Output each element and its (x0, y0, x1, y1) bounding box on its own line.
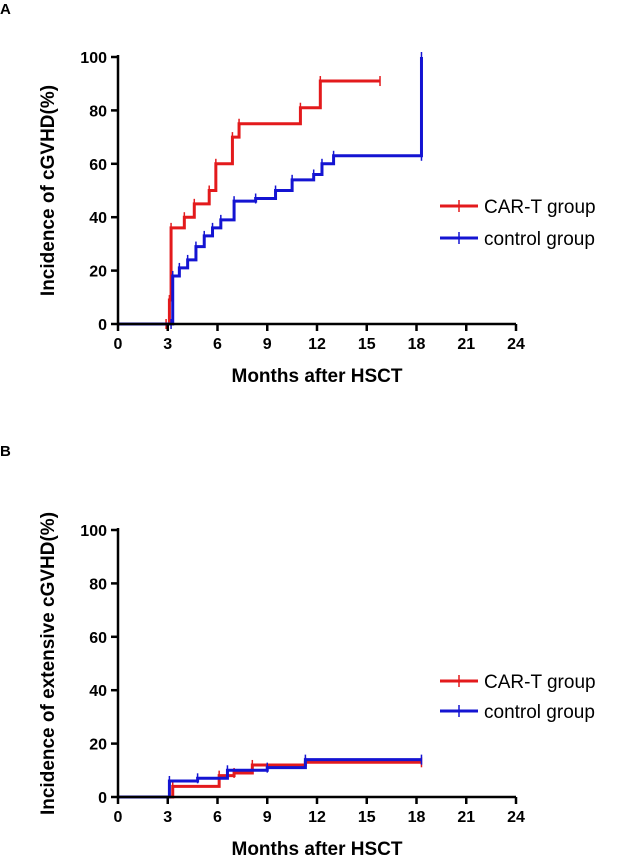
panel-letter: A (0, 1, 11, 18)
x-tick-label: 15 (358, 336, 376, 353)
y-axis-title: Incidence of cGVHD(%) (38, 85, 59, 296)
x-tick-label: 9 (263, 809, 272, 826)
legend-label: control group (484, 229, 595, 250)
panel-b: B 0 20 40 60 80 100 0 3 6 9 12 15 18 21 24 Incidence o… (0, 443, 596, 860)
x-tick-label: 3 (163, 809, 172, 826)
x-tick-label: 18 (408, 809, 426, 826)
legend: CAR-T group control group (440, 197, 596, 250)
x-tick-label: 0 (114, 336, 123, 353)
x-tick-label: 0 (114, 809, 123, 826)
y-tick-label: 0 (98, 317, 107, 334)
x-tick-label: 9 (263, 336, 272, 353)
x-tick-label: 6 (213, 336, 222, 353)
y-tick-label: 20 (89, 264, 107, 281)
y-axis-title: Incidence of extensive cGVHD(%) (38, 512, 59, 815)
y-tick-label: 20 (89, 737, 107, 754)
y-tick-label: 40 (89, 210, 107, 227)
y-tick-label: 80 (89, 103, 107, 120)
panel-a: A 0 20 40 60 80 100 0 3 6 9 12 15 18 21 24 Incidence o… (0, 1, 596, 387)
x-axis-title: Months after HSCT (232, 366, 403, 387)
legend-label: CAR-T group (484, 672, 596, 693)
y-tick-label: 40 (89, 683, 107, 700)
y-tick-label: 0 (98, 790, 107, 807)
legend: CAR-T group control group (440, 672, 596, 723)
x-tick-label: 12 (308, 809, 326, 826)
x-tick-label: 24 (507, 336, 525, 353)
x-tick-label: 12 (308, 336, 326, 353)
x-tick-label: 21 (457, 809, 475, 826)
series-line-control (118, 57, 423, 326)
legend-label: CAR-T group (484, 197, 596, 218)
panel-letter: B (0, 443, 11, 460)
axes: 0 20 40 60 80 100 0 3 6 9 12 15 18 21 24 (80, 50, 525, 353)
x-tick-label: 18 (408, 336, 426, 353)
axes: 0 20 40 60 80 100 0 3 6 9 12 15 18 21 24 (80, 523, 525, 826)
x-tick-label: 24 (507, 809, 525, 826)
y-tick-label: 60 (89, 157, 107, 174)
y-tick-label: 80 (89, 576, 107, 593)
x-axis-title: Months after HSCT (232, 839, 403, 860)
x-tick-label: 3 (163, 336, 172, 353)
series-layer (118, 754, 423, 799)
y-tick-label: 100 (80, 50, 107, 67)
x-tick-label: 21 (457, 336, 475, 353)
series-layer (118, 52, 423, 329)
x-tick-label: 6 (213, 809, 222, 826)
y-tick-label: 60 (89, 630, 107, 647)
x-tick-label: 15 (358, 809, 376, 826)
y-tick-label: 100 (80, 523, 107, 540)
legend-label: control group (484, 702, 595, 723)
